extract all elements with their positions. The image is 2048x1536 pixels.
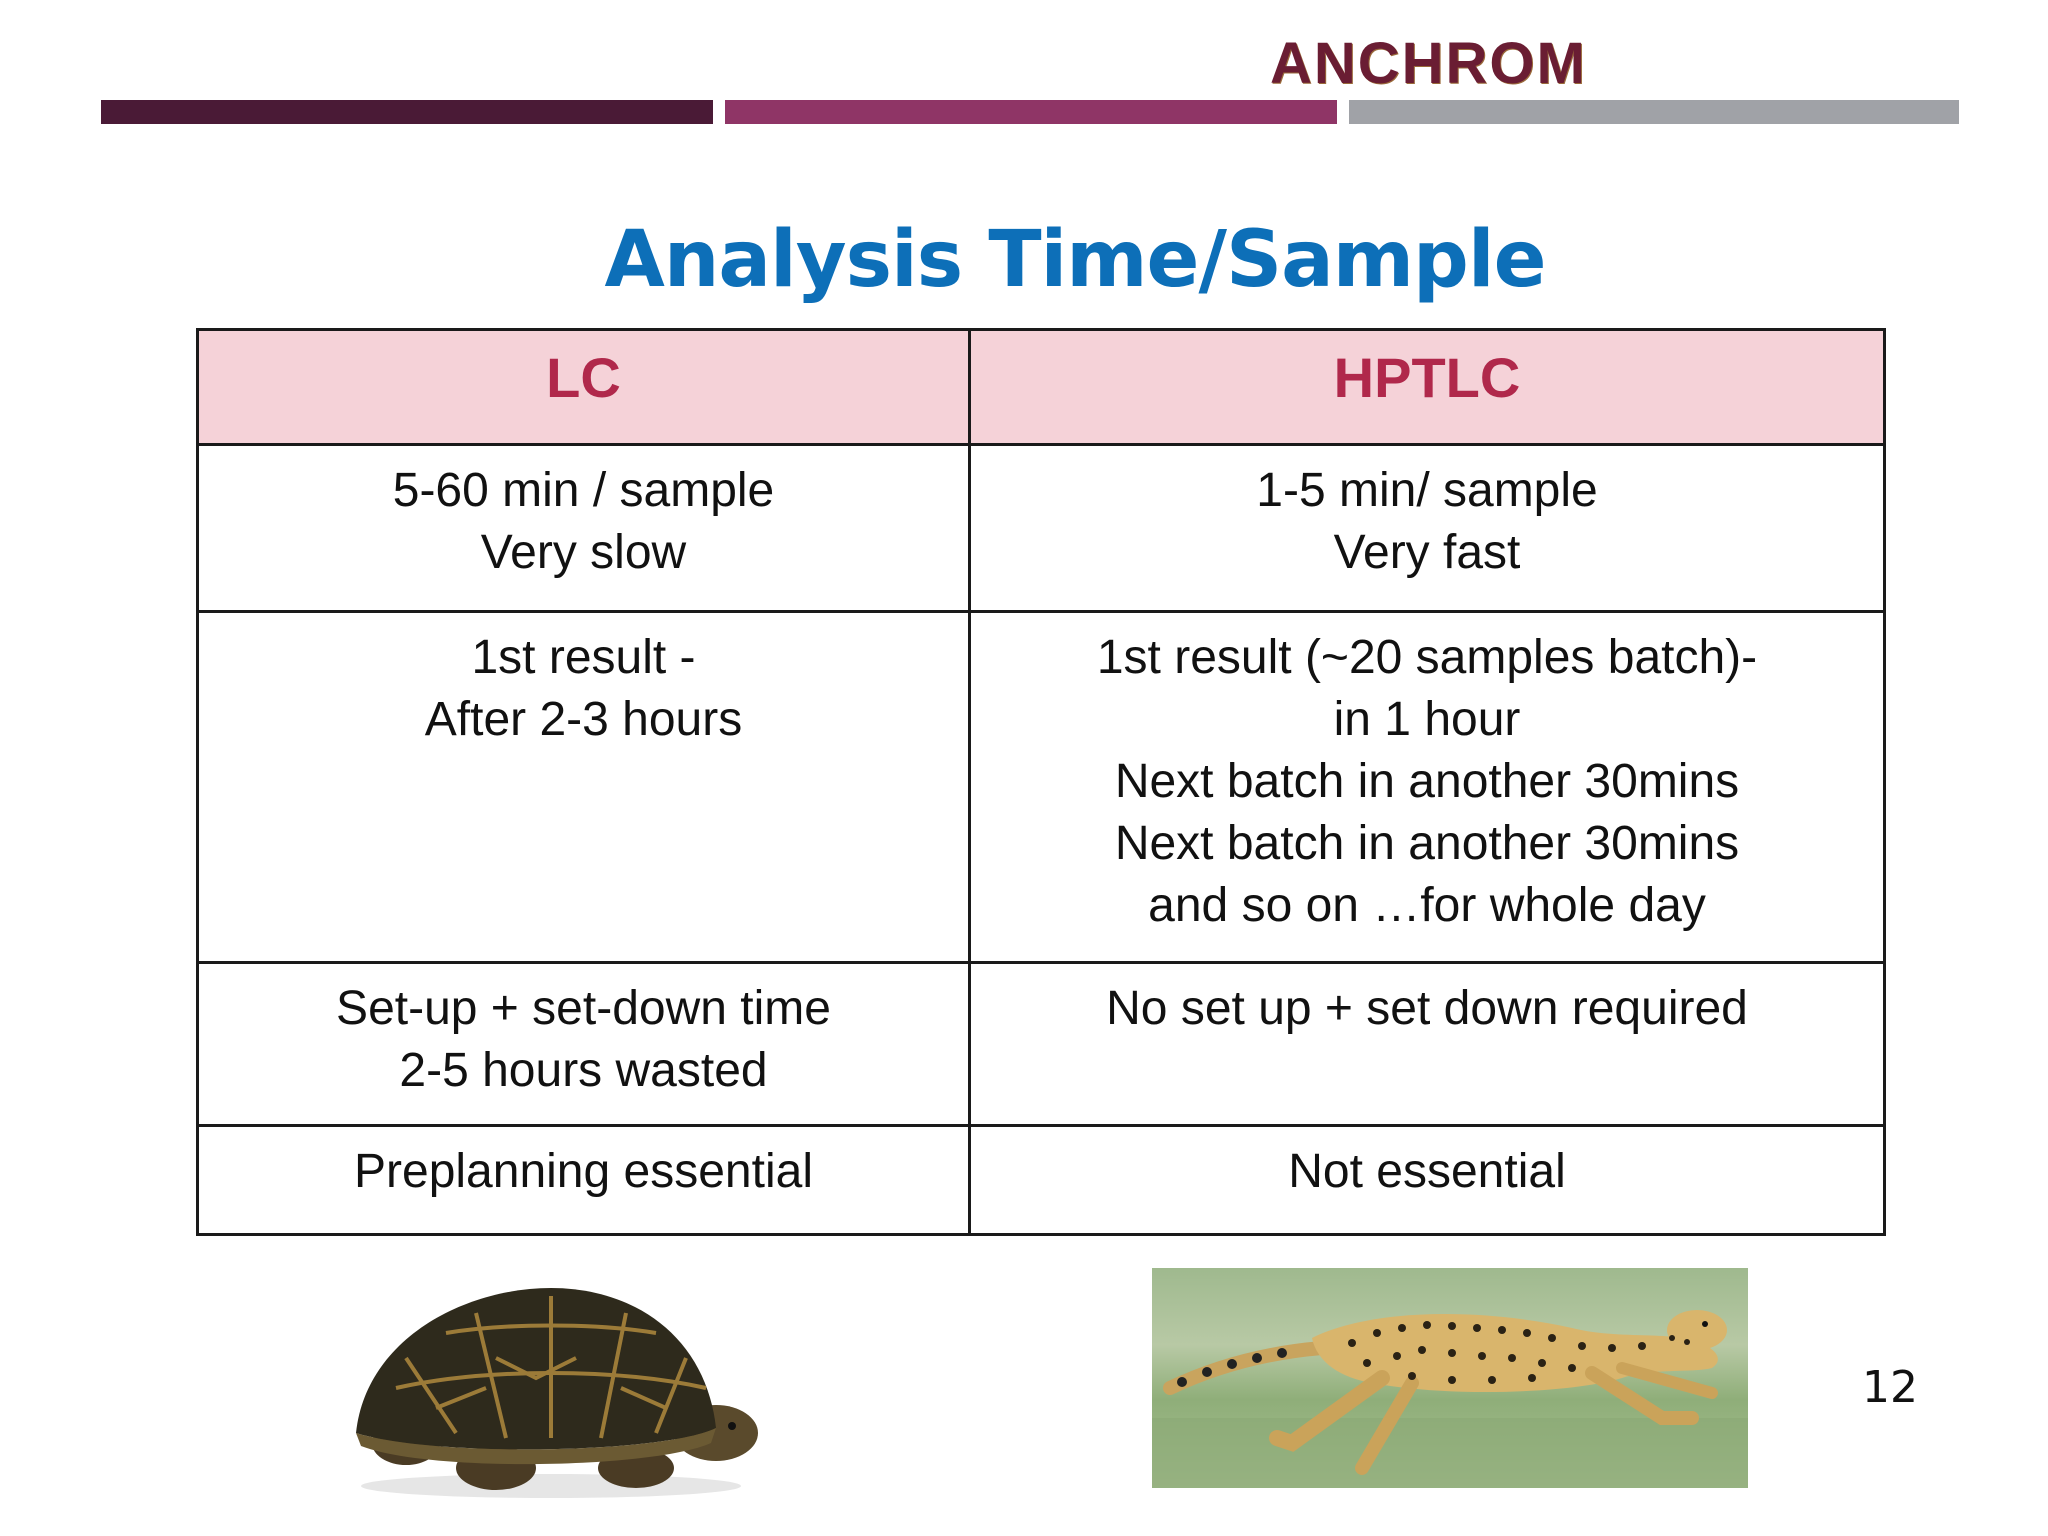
header-bar-dark xyxy=(101,100,713,124)
page-number: 12 xyxy=(1862,1362,1918,1413)
cell-lc-preplanning: Preplanning essential xyxy=(196,1124,971,1236)
table-row: Set-up + set-down time 2-5 hours wasted … xyxy=(196,961,1886,1127)
cell-hptlc-speed: 1-5 min/ sample Very fast xyxy=(968,443,1886,613)
table-row: Preplanning essential Not essential xyxy=(196,1124,1886,1236)
cheetah-image xyxy=(1152,1268,1748,1488)
slide-title: Analysis Time/Sample xyxy=(604,215,1546,305)
turtle-image xyxy=(356,1288,758,1498)
table-row: 1st result - After 2-3 hours 1st result … xyxy=(196,610,1886,964)
cell-lc-setup: Set-up + set-down time 2-5 hours wasted xyxy=(196,961,971,1127)
cell-lc-first-result: 1st result - After 2-3 hours xyxy=(196,610,971,964)
cell-hptlc-first-result: 1st result (~20 samples batch)- in 1 hou… xyxy=(968,610,1886,964)
table-row: 5-60 min / sample Very slow 1-5 min/ sam… xyxy=(196,443,1886,613)
comparison-table: LC HPTLC 5-60 min / sample Very slow 1-5… xyxy=(196,328,1886,1236)
cell-lc-speed: 5-60 min / sample Very slow xyxy=(196,443,971,613)
header-bar-gray xyxy=(1349,100,1959,124)
table-header-row: LC HPTLC xyxy=(196,328,1886,446)
header-lc: LC xyxy=(196,328,971,446)
cell-hptlc-setup: No set up + set down required xyxy=(968,961,1886,1127)
anchrom-logo: ANCHROM xyxy=(1270,31,1587,96)
header-hptlc: HPTLC xyxy=(968,328,1886,446)
cell-hptlc-preplanning: Not essential xyxy=(968,1124,1886,1236)
header-bar-magenta xyxy=(725,100,1337,124)
